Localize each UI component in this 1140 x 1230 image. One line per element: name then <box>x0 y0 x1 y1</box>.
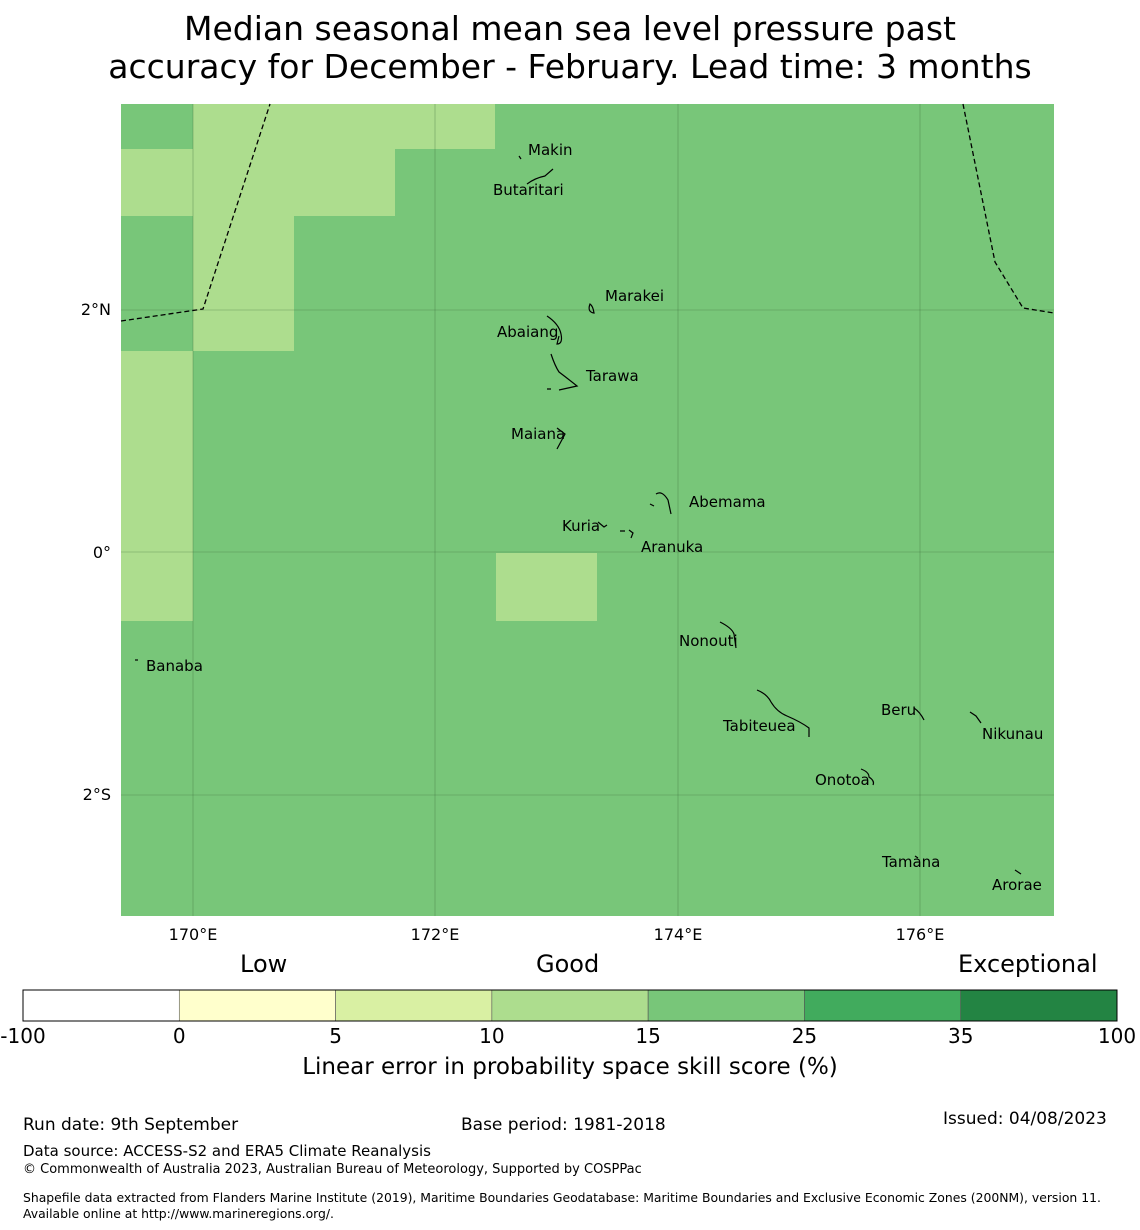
lon-tick-label: 170°E <box>169 925 218 940</box>
colorbar-swatch <box>22 989 180 1022</box>
island-tarawa <box>547 353 579 391</box>
title-line-1: Median seasonal mean sea level pressure … <box>184 9 956 48</box>
colorbar-heading-good: Good <box>536 950 600 978</box>
lat-tick-label: 0° <box>93 543 111 562</box>
copyright: © Commonwealth of Australia 2023, Austra… <box>23 1162 642 1177</box>
place-label: Abaiang <box>497 323 558 341</box>
colorbar-tick-label: 10 <box>479 1024 505 1048</box>
skill-cell <box>121 149 395 216</box>
skill-cell <box>193 216 294 351</box>
skill-cell <box>193 104 495 149</box>
place-label: Marakei <box>605 287 664 305</box>
colorbar-swatch <box>178 989 336 1022</box>
place-label: Banaba <box>146 657 203 675</box>
island-kuria <box>597 521 608 528</box>
island-aranuka <box>620 529 634 539</box>
colorbar-heading-exceptional: Exceptional <box>958 950 1098 978</box>
lighter-skill-cells <box>121 104 597 621</box>
colorbar-heading-low: Low <box>240 950 288 978</box>
island-beru <box>913 707 925 721</box>
island-tamana <box>914 855 919 859</box>
island-arorae <box>1014 869 1022 875</box>
island-butaritari <box>526 168 554 185</box>
island-abaiang <box>546 315 563 345</box>
eez-boundary-west <box>120 103 271 322</box>
place-label: Arorae <box>992 876 1042 894</box>
colorbar-swatch <box>647 989 805 1022</box>
colorbar-swatch <box>335 989 493 1022</box>
colorbar-tick-label: 0 <box>172 1024 186 1048</box>
island-tabiteuea <box>756 689 810 737</box>
eez-boundary-lines <box>120 103 1055 322</box>
colorbar-swatches <box>22 989 1118 1022</box>
colorbar-swatch <box>804 989 962 1022</box>
colorbar-tick-label: 5 <box>329 1024 342 1048</box>
place-label: Aranuka <box>641 538 703 556</box>
run-date: Run date: 9th September <box>23 1115 239 1135</box>
lon-tick-label: 174°E <box>654 925 703 940</box>
colorbar-tick-label: 25 <box>791 1024 818 1048</box>
place-label: Nonouti <box>679 632 738 650</box>
skill-cell <box>121 351 193 621</box>
place-label: Kuria <box>562 517 600 535</box>
colorbar-label: Linear error in probability space skill … <box>302 1054 838 1080</box>
axis-tick-labels: 2°N 0° 2°S 170°E 172°E 174°E 176°E <box>81 300 944 940</box>
data-source: Data source: ACCESS-S2 and ERA5 Climate … <box>23 1142 431 1160</box>
lat-tick-label: 2°S <box>83 785 111 804</box>
place-label: Makin <box>528 141 573 159</box>
place-label: Butaritari <box>493 181 564 199</box>
lon-tick-label: 176°E <box>896 925 945 940</box>
place-label: Maiana <box>511 425 565 443</box>
island-onotoa <box>860 768 875 786</box>
place-label: Tarawa <box>585 367 639 385</box>
eez-boundary-east <box>962 103 1055 314</box>
island-marakei <box>588 303 595 314</box>
issued-date: Issued: 04/08/2023 <box>943 1109 1107 1129</box>
colorbar <box>22 989 1118 1022</box>
shapefile-credit: Shapefile data extracted from Flanders M… <box>23 1190 1101 1221</box>
island-maiana <box>556 427 566 450</box>
colorbar-tick-label: 100 <box>1097 1024 1137 1048</box>
colorbar-tick-label: 15 <box>635 1024 661 1048</box>
lat-tick-label: 2°N <box>81 300 111 319</box>
place-label: Beru <box>881 701 916 719</box>
island-outlines <box>135 155 1022 875</box>
island-makin <box>518 155 522 160</box>
island-nonouti <box>719 621 737 649</box>
place-label: Tabiteuea <box>722 717 796 735</box>
place-label: Tamana <box>881 853 940 871</box>
title-line-2: accuracy for December - February. Lead t… <box>108 47 1032 86</box>
island-abemama <box>649 492 672 515</box>
skill-map: Makin Butaritari Marakei Abaiang Tarawa … <box>81 103 1055 940</box>
colorbar-swatch <box>960 989 1118 1022</box>
island-nikunau <box>969 711 982 724</box>
chart-title: Median seasonal mean sea level pressure … <box>0 10 1140 86</box>
colorbar-swatch <box>491 989 649 1022</box>
place-label: Abemama <box>689 493 766 511</box>
gridlines <box>121 104 1054 916</box>
base-period: Base period: 1981-2018 <box>461 1115 666 1135</box>
place-labels: Makin Butaritari Marakei Abaiang Tarawa … <box>146 141 1043 894</box>
place-label: Nikunau <box>982 725 1043 743</box>
colorbar-frame <box>22 989 1118 1022</box>
skill-cell <box>496 553 597 621</box>
colorbar-tick-label: 35 <box>947 1024 974 1048</box>
lon-tick-label: 172°E <box>411 925 460 940</box>
colorbar-tick-label: -100 <box>0 1024 46 1048</box>
place-label: Onotoa <box>815 771 870 789</box>
